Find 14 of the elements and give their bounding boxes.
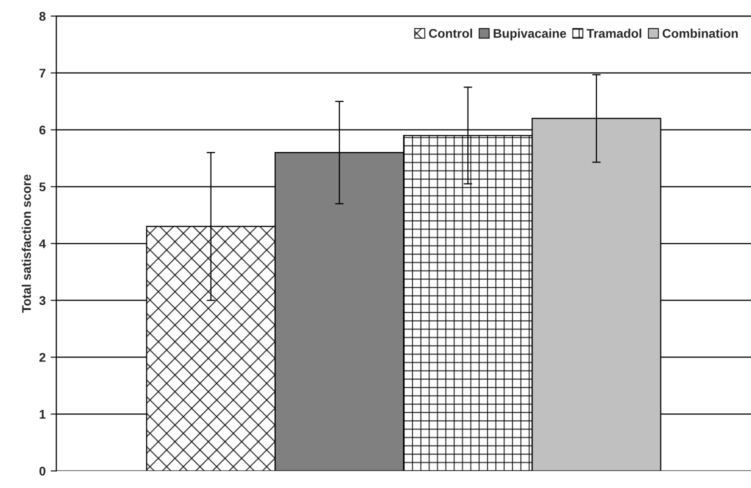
legend-label: Bupivacaine <box>494 28 566 40</box>
y-tick-label: 8 <box>39 12 46 21</box>
y-tick-label: 3 <box>39 296 46 306</box>
y-tick-label: 0 <box>39 466 46 476</box>
y-tick-label: 2 <box>39 353 46 362</box>
y-tick-label: 4 <box>39 239 46 248</box>
legend-label: Control <box>429 28 472 38</box>
y-tick-label: 7 <box>39 68 46 78</box>
y-tick-label: 6 <box>39 126 46 134</box>
legend-label: Tramadol <box>586 28 642 38</box>
y-tick-label: 5 <box>39 182 46 192</box>
y-tick-label: 1 <box>40 410 46 419</box>
y-axis-title: Total satisfaction score <box>22 174 31 313</box>
legend-label: Combination <box>662 28 738 38</box>
